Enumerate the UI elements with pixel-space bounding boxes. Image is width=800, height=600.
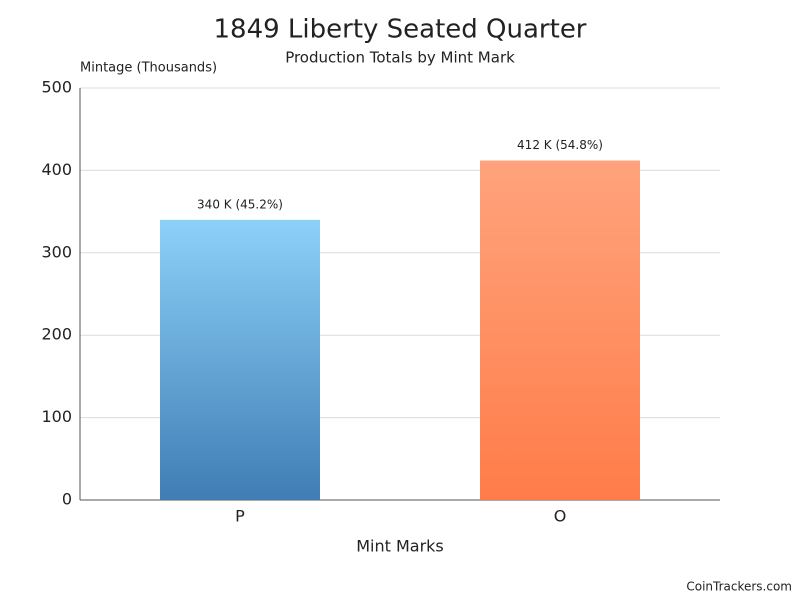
y-tick-label: 200	[41, 325, 72, 344]
value-label: 412 K (54.8%)	[517, 138, 603, 152]
y-axis-label: Mintage (Thousands)	[80, 61, 217, 76]
y-tick-label: 100	[41, 407, 72, 426]
x-tick-label: P	[235, 507, 245, 526]
y-tick-label: 0	[62, 490, 72, 509]
bar	[480, 161, 640, 500]
chart-title: 1849 Liberty Seated Quarter	[213, 15, 586, 45]
value-label: 340 K (45.2%)	[197, 197, 283, 211]
footer: CoinTrackers.com	[686, 580, 792, 594]
y-tick-label: 400	[41, 160, 72, 179]
bar	[160, 220, 320, 500]
chart-subtitle: Production Totals by Mint Mark	[285, 49, 515, 67]
x-axis-label: Mint Marks	[356, 537, 444, 556]
y-tick-label: 300	[41, 242, 72, 261]
y-tick-label: 500	[41, 78, 72, 97]
x-tick-label: O	[554, 507, 567, 526]
